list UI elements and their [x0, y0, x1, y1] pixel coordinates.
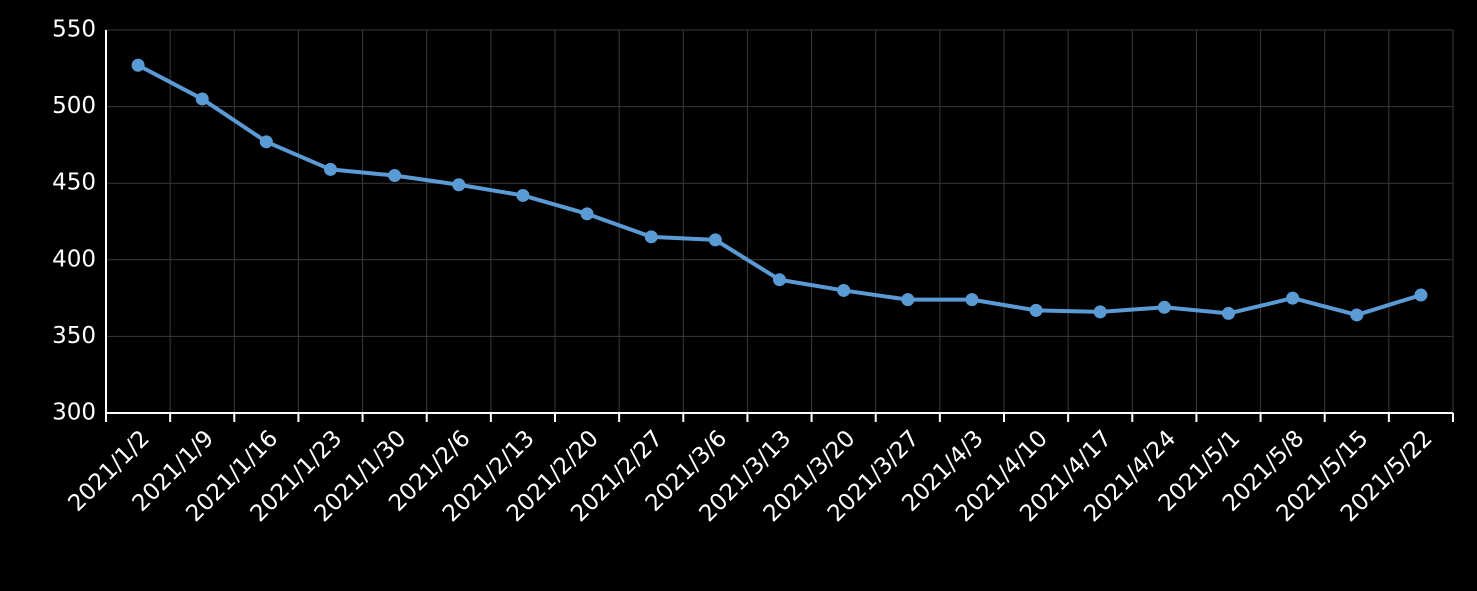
point	[1350, 308, 1364, 322]
point	[324, 162, 337, 176]
point	[259, 135, 273, 149]
point	[644, 230, 658, 244]
point	[388, 169, 402, 183]
point	[1029, 303, 1043, 317]
point	[580, 207, 594, 221]
point	[708, 233, 722, 247]
point	[837, 283, 851, 297]
point	[131, 58, 145, 72]
y-tick-label: 400	[52, 246, 96, 272]
point	[1093, 305, 1107, 319]
y-tick-label: 350	[52, 323, 96, 349]
point	[195, 92, 209, 106]
y-tick-label: 450	[52, 170, 96, 196]
point	[773, 273, 786, 287]
point	[965, 293, 979, 307]
y-tick-label: 550	[52, 17, 96, 43]
point	[901, 293, 915, 307]
point	[1286, 291, 1300, 305]
y-tick-label: 300	[52, 400, 96, 426]
y-tick-label: 500	[52, 93, 96, 119]
point	[1222, 306, 1235, 320]
point	[452, 178, 466, 192]
point	[1414, 288, 1428, 302]
point	[1157, 300, 1171, 314]
point	[516, 188, 530, 202]
